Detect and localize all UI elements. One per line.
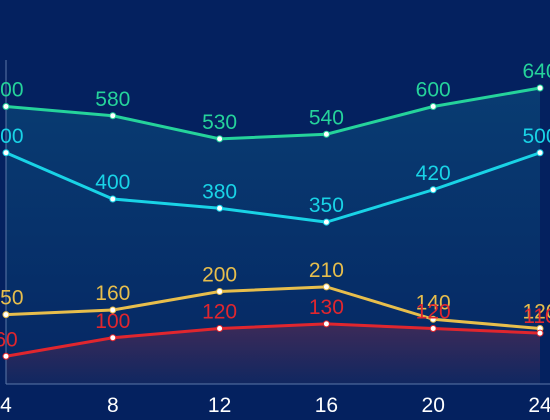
series-1-point-5 [429, 103, 437, 110]
series-3-label-4: 210 [309, 259, 344, 282]
series-2-label-2: 400 [95, 171, 130, 194]
series-4-label-1: 60 [0, 328, 18, 351]
x-tick-labels: 4 8 12 16 20 24 [0, 394, 550, 417]
series-1-label-2: 580 [95, 88, 130, 111]
series-1-point-1 [2, 103, 10, 110]
series-2-label-1: 500 [0, 125, 24, 148]
series-2-point-6 [536, 149, 544, 157]
series-4-point-5 [429, 325, 437, 332]
series-3-point-2 [109, 306, 117, 314]
series-1-point-6 [536, 84, 544, 92]
series-3-line [5, 285, 541, 330]
series-4-label-2: 100 [95, 310, 130, 333]
series-points [2, 84, 544, 360]
series-4-label-6: 110 [523, 305, 550, 328]
series-1-label-4: 540 [309, 106, 344, 129]
series-2-label-4: 350 [309, 194, 344, 217]
series-3-label-5: 140 [416, 291, 451, 314]
series-1-label-6: 640 [522, 60, 550, 83]
series-1-label-3: 530 [202, 111, 237, 134]
series-3-point-5 [429, 315, 437, 323]
series-1-point-2 [109, 112, 117, 120]
series-2-point-1 [2, 149, 10, 157]
x-tick-3: 12 [208, 394, 231, 417]
series-areas [6, 88, 540, 384]
series-2-label-6: 500 [522, 125, 550, 148]
series-3-label-2: 160 [95, 282, 130, 305]
series-4-point-1 [2, 352, 10, 360]
data-labels: 600 580 530 540 600 640 500 400 380 350 420 500 150 1… [0, 60, 550, 351]
series-4-point-3 [216, 325, 224, 332]
series-3-point-1 [2, 311, 10, 319]
series-2-line [5, 151, 541, 224]
series-4-label-4: 130 [309, 296, 344, 319]
series-2-point-2 [109, 195, 117, 203]
x-tick-1: 4 [0, 394, 12, 417]
series-3-label-1: 150 [0, 287, 24, 310]
series-2-point-5 [429, 186, 437, 194]
series-2-point-3 [216, 204, 224, 212]
series-2-point-4 [322, 218, 330, 226]
series-3-label-3: 200 [202, 264, 237, 287]
series-3-label-6: 120 [522, 301, 550, 324]
series-1-label-5: 600 [416, 79, 451, 102]
series-4-point-2 [109, 334, 117, 342]
series-2-label-5: 420 [416, 162, 451, 185]
series-4-label-3: 120 [202, 301, 237, 324]
series-1-label-1: 600 [0, 79, 24, 102]
series-1-point-4 [322, 130, 330, 138]
series-4-line [5, 322, 541, 358]
series-3-point-4 [322, 283, 330, 291]
x-tick-6: 24 [528, 394, 550, 417]
series-lines [5, 86, 541, 358]
x-tick-2: 8 [107, 394, 119, 417]
series-3-point-3 [216, 288, 224, 295]
series-2-label-3: 380 [202, 180, 237, 203]
x-tick-5: 20 [422, 394, 445, 417]
series-4-area [6, 323, 540, 384]
series-1-point-3 [216, 135, 224, 143]
x-tick-4: 16 [315, 394, 338, 417]
series-1-line [5, 86, 541, 141]
series-4-label-5: 120 [416, 301, 451, 324]
series-4-point-6 [536, 329, 544, 337]
series-4-point-4 [322, 320, 330, 328]
